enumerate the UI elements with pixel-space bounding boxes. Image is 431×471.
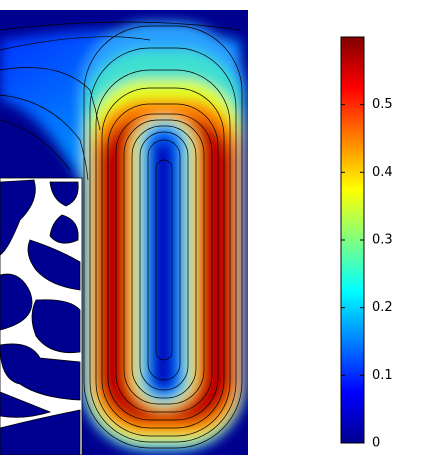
blob [27,239,81,291]
streamline [0,36,151,51]
blob [31,299,81,354]
colorbar-tick-label: 0 [372,436,380,451]
streamline [131,125,197,399]
blob [0,343,81,401]
colorbar-tick-label: 0.3 [372,233,393,248]
colorbar-tick-label: 0.4 [372,165,393,180]
blob [0,391,52,418]
flow-field [0,10,248,455]
porous-obstacle [0,177,83,455]
streamlines [0,21,243,449]
streamline [139,131,189,391]
streamline [0,21,241,31]
streamline [107,103,219,421]
streamline [115,113,213,413]
blob [0,273,33,331]
blob [0,179,36,256]
streamline [83,25,243,449]
colorbar-tick-label: 0.1 [372,368,393,383]
streamline [101,87,225,429]
colorbar: 0 0.1 0.2 0.3 0.4 0.5 [340,36,393,451]
blob [49,181,79,207]
streamline [0,94,89,181]
streamline [123,119,205,405]
colorbar-tick-label: 0.5 [372,97,393,112]
obstacle-blobs [0,179,81,455]
streamline [95,69,231,437]
streamline [0,119,71,171]
blob [0,409,81,455]
streamline [89,47,237,443]
streamline [0,67,101,131]
blob [49,214,79,244]
colorbar-tick-label: 0.2 [372,300,393,315]
streamline [155,159,173,361]
field-band [152,140,174,390]
streamline [147,139,181,381]
